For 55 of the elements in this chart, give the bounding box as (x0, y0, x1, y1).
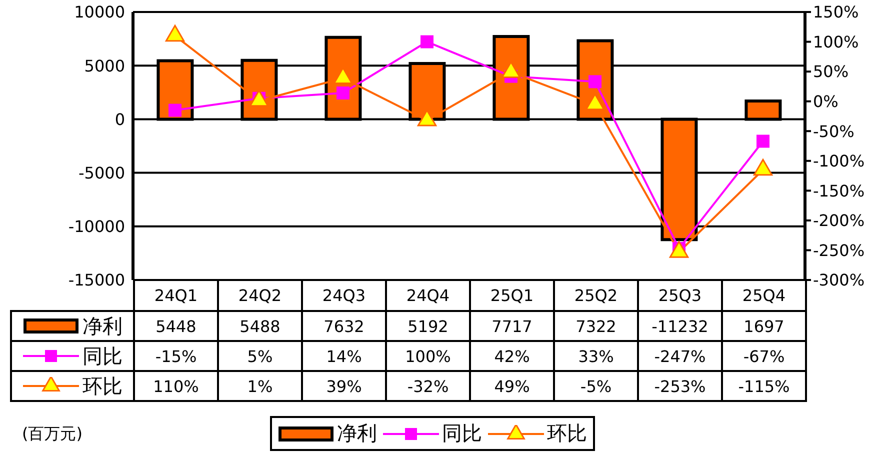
data-label: 39% (302, 371, 386, 401)
text: 净利 (337, 421, 377, 445)
y2-tick-label: 50% (813, 62, 849, 82)
x-tick-label: 25Q1 (470, 280, 554, 311)
x-tick-label: 25Q2 (554, 280, 638, 311)
data-label: 5% (218, 341, 302, 371)
data-label: 7632 (302, 311, 386, 341)
text: 同比 (442, 421, 482, 445)
y-tick-label: -15000 (68, 270, 125, 290)
x-tick-label: 24Q1 (134, 280, 218, 311)
y-tick-label: 10000 (74, 2, 125, 22)
y2-tick-label: -100% (813, 152, 865, 171)
y-tick-label: -5000 (78, 163, 125, 182)
y2-tick-label: 150% (813, 2, 859, 22)
y-tick-label: 5000 (84, 56, 125, 76)
y2-tick-label: -200% (813, 211, 865, 230)
x-tick-label: 24Q2 (218, 280, 302, 311)
data-label: 5488 (218, 311, 302, 341)
data-label: 1697 (722, 311, 806, 341)
data-label: 1% (218, 371, 302, 401)
y2-tick-label: 100% (813, 32, 859, 52)
y2-tick-label: -150% (813, 181, 865, 200)
y2-tick-label: -300% (813, 270, 865, 290)
data-label: 49% (470, 371, 554, 401)
data-label: 42% (470, 341, 554, 371)
data-label: -115% (722, 371, 806, 401)
data-label: -67% (722, 341, 806, 371)
data-label: 5192 (386, 311, 470, 341)
y-tick-label: -10000 (68, 217, 125, 236)
text: 环比 (547, 421, 587, 445)
x-tick-label: 25Q3 (638, 280, 722, 311)
data-label: 7322 (554, 311, 638, 341)
legend-label: 同比 (82, 342, 122, 370)
data-label: -247% (638, 341, 722, 371)
text: (百万元) (22, 424, 82, 445)
y2-tick-label: 0% (813, 92, 838, 112)
data-label: 100% (386, 341, 470, 371)
data-label: -253% (638, 371, 722, 401)
data-label: -15% (134, 341, 218, 371)
data-label: 7717 (470, 311, 554, 341)
data-label: -11232 (638, 311, 722, 341)
x-tick-label: 24Q4 (386, 280, 470, 311)
x-tick-label: 25Q4 (722, 280, 806, 311)
data-label: 33% (554, 341, 638, 371)
data-label: 110% (134, 371, 218, 401)
y2-tick-label: -250% (813, 240, 865, 260)
data-label: 5448 (134, 311, 218, 341)
legend-label: 环比 (82, 372, 122, 400)
y2-tick-label: -50% (813, 122, 854, 141)
data-label: -5% (554, 371, 638, 401)
data-label: -32% (386, 371, 470, 401)
x-tick-label: 24Q3 (302, 280, 386, 311)
y-tick-label: 0 (114, 110, 125, 129)
data-label: 14% (302, 341, 386, 371)
legend-label: 净利 (82, 312, 122, 340)
